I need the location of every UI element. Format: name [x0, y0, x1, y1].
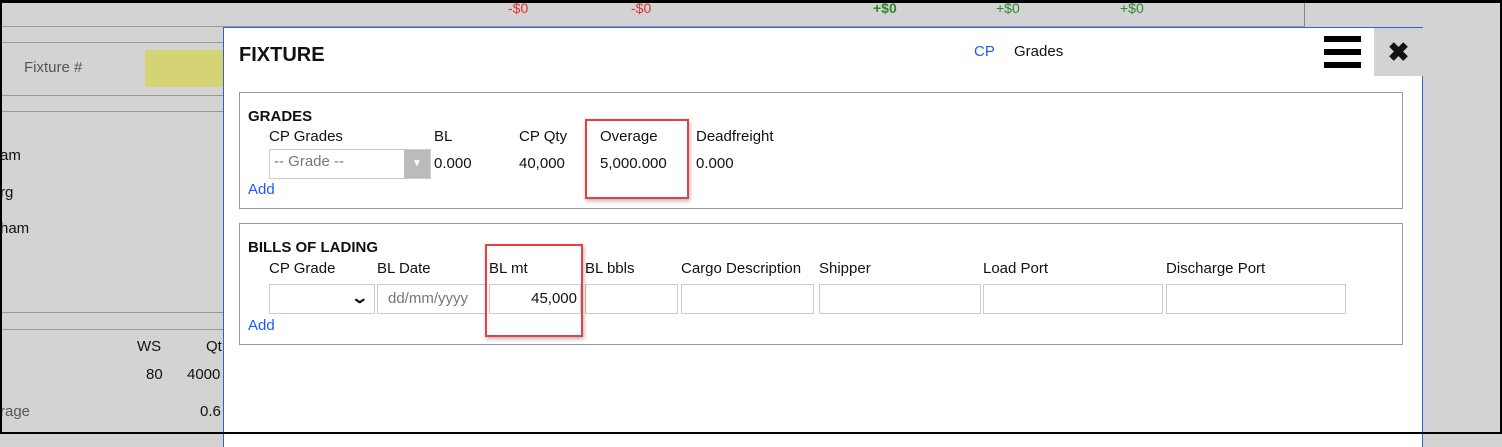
shipper-input[interactable]	[819, 284, 981, 314]
divider	[0, 42, 223, 43]
column-header: BL bbls	[585, 260, 635, 277]
top-value: -$0	[631, 0, 652, 16]
add-grade-link[interactable]: Add	[248, 181, 275, 198]
ws-header: WS	[137, 338, 162, 355]
column-header: CP Grades	[269, 128, 343, 145]
add-bl-link[interactable]: Add	[248, 317, 275, 334]
column-header: CP Grade	[269, 260, 336, 277]
cp-qty-value: 40,000	[519, 155, 565, 172]
list-item: rg	[0, 184, 14, 201]
deadfreight-value: 0.000	[696, 155, 734, 172]
cp-grade-select[interactable]: ⌄	[269, 284, 375, 314]
grades-title: GRADES	[248, 108, 313, 125]
list-item: am	[0, 147, 21, 164]
qty-header: Qt	[206, 338, 222, 355]
divider	[1304, 0, 1305, 27]
list-item: s	[0, 256, 2, 273]
bl-mt-input[interactable]: 45,000	[489, 284, 581, 314]
modal-title: FIXTURE	[239, 44, 325, 66]
overage-value: 5,000.000	[600, 155, 667, 172]
divider	[0, 312, 223, 313]
column-header: Load Port	[983, 260, 1049, 277]
overage-value: 0.6	[200, 403, 221, 420]
nav-grades-link[interactable]: Grades	[1014, 43, 1064, 60]
cp-grades-select[interactable]: -- Grade -- ▼	[269, 149, 431, 179]
highlight-box	[485, 244, 583, 337]
bl-value: 0.000	[434, 155, 472, 172]
close-button[interactable]: ✖	[1374, 28, 1423, 76]
column-header: Shipper	[819, 260, 871, 277]
fixture-input[interactable]	[145, 50, 223, 87]
top-value: +$0	[996, 0, 1020, 16]
column-header: BL Date	[377, 260, 431, 277]
column-header: BL mt	[489, 260, 528, 277]
bl-mt-value: 45,000	[531, 290, 577, 307]
divider	[0, 26, 1304, 27]
column-header: Cargo Description	[681, 260, 802, 277]
nav-cp-link[interactable]: CP	[974, 43, 995, 60]
divider	[0, 329, 223, 330]
column-header: CP Qty	[519, 128, 568, 145]
column-header: Deadfreight	[696, 128, 774, 145]
date-placeholder: dd/mm/yyyy	[388, 290, 469, 307]
bills-of-lading-section: BILLS OF LADING CP Grade BL Date BL mt B…	[239, 223, 1403, 345]
load-port-input[interactable]	[983, 284, 1163, 314]
fixture-label: Fixture #	[24, 59, 83, 76]
divider	[0, 111, 223, 112]
grade-placeholder: -- Grade --	[274, 153, 345, 170]
hamburger-icon[interactable]	[1324, 36, 1361, 69]
close-x-icon: ✖	[1387, 37, 1410, 67]
top-value: +$0	[873, 0, 897, 16]
divider	[0, 95, 223, 96]
dropdown-arrow-icon: ▼	[404, 150, 430, 178]
highlight-box	[585, 119, 689, 199]
ws-value: 80	[146, 366, 163, 383]
qty-value: 4000	[187, 366, 221, 383]
column-header: BL	[434, 128, 453, 145]
bills-title: BILLS OF LADING	[248, 239, 378, 256]
list-item: ham	[0, 220, 30, 237]
fixture-modal: FIXTURE CP Grades ✖ GRADES CP Grades BL …	[223, 27, 1423, 447]
top-value: +$0	[1120, 0, 1144, 16]
column-header: Overage	[600, 128, 658, 145]
column-header: Discharge Port	[1166, 260, 1266, 277]
chevron-down-icon: ⌄	[349, 290, 369, 307]
discharge-port-input[interactable]	[1166, 284, 1346, 314]
bl-date-input[interactable]: dd/mm/yyyy	[377, 284, 487, 314]
overage-label: rage	[0, 403, 31, 420]
cargo-description-input[interactable]	[681, 284, 814, 314]
bl-bbls-input[interactable]	[585, 284, 678, 314]
grades-section: GRADES CP Grades BL CP Qty Overage Deadf…	[239, 92, 1403, 209]
top-value: -$0	[508, 0, 529, 16]
